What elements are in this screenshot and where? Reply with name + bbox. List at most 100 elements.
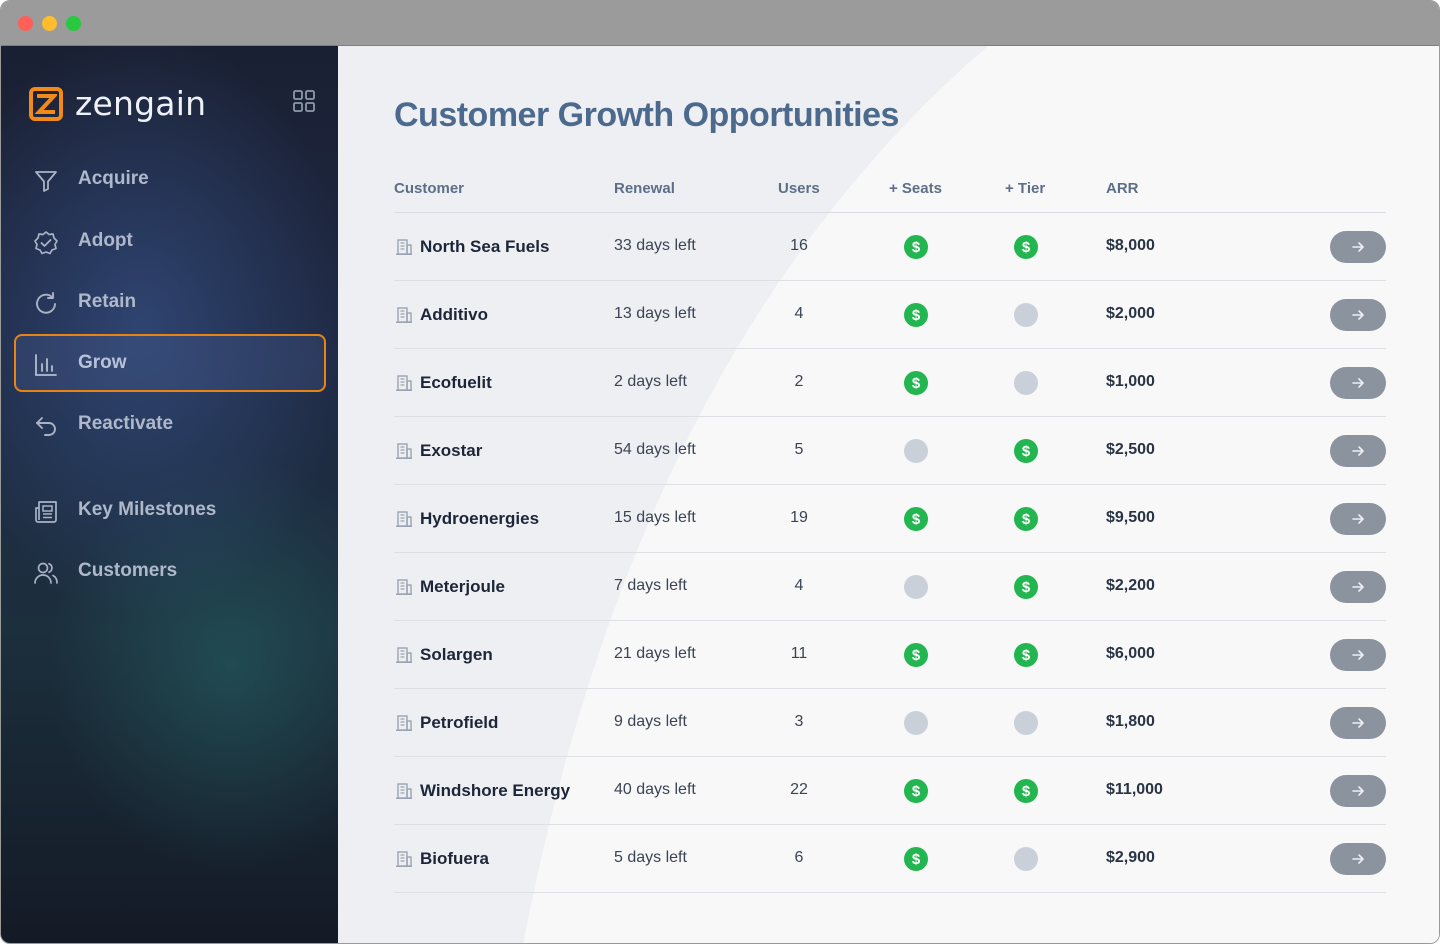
renewal-status: 33 days left — [614, 237, 696, 254]
building-icon — [395, 850, 413, 873]
table-row[interactable]: Ecofuelit 2 days left 2 $ $1,000 — [394, 349, 1386, 417]
close-window-button[interactable] — [18, 16, 33, 31]
customer-name[interactable]: Windshore Energy — [420, 781, 571, 800]
open-customer-button[interactable] — [1330, 571, 1386, 603]
arrow-right-icon — [1351, 308, 1365, 322]
column-header-seats[interactable]: + Seats — [889, 180, 942, 197]
arrow-right-icon — [1351, 240, 1365, 254]
renewal-status: 54 days left — [614, 441, 696, 458]
open-customer-button[interactable] — [1330, 299, 1386, 331]
arr-value: $11,000 — [1106, 781, 1163, 798]
tier-opportunity-dollar-icon: $ — [1014, 235, 1038, 259]
seats-opportunity-dollar-icon: $ — [904, 643, 928, 667]
customer-name[interactable]: Biofuera — [420, 849, 489, 868]
open-customer-button[interactable] — [1330, 775, 1386, 807]
seats-opportunity-dollar-icon: $ — [904, 507, 928, 531]
user-count: 11 — [790, 645, 808, 662]
tier-opportunity-dollar-icon: $ — [1014, 643, 1038, 667]
arrow-right-icon — [1351, 580, 1365, 594]
sidebar-item-key-milestones[interactable]: Key Milestones — [14, 481, 326, 539]
customer-name[interactable]: Meterjoule — [420, 577, 506, 596]
minimize-window-button[interactable] — [42, 16, 57, 31]
sidebar-item-retain[interactable]: Retain — [14, 273, 326, 331]
table-row[interactable]: North Sea Fuels 33 days left 16 $ $ $8,000 — [394, 213, 1386, 281]
seats-opportunity-dollar-icon: $ — [904, 779, 928, 803]
seats-opportunity-dollar-icon: $ — [904, 235, 928, 259]
users-icon — [34, 562, 58, 584]
sidebar-item-label: Retain — [78, 291, 137, 312]
arr-value: $2,000 — [1106, 305, 1155, 322]
user-count: 19 — [790, 509, 808, 526]
arr-value: $1,800 — [1106, 713, 1155, 730]
open-customer-button[interactable] — [1330, 639, 1386, 671]
renewal-status: 40 days left — [614, 781, 696, 798]
column-header-customer[interactable]: Customer — [394, 180, 465, 197]
customer-name[interactable]: Ecofuelit — [420, 373, 492, 392]
sidebar-item-label: Adopt — [78, 230, 133, 251]
brand-logo[interactable]: zengain — [29, 84, 206, 123]
arr-value: $2,200 — [1106, 577, 1155, 594]
sidebar-item-label: Reactivate — [78, 413, 174, 434]
maximize-window-button[interactable] — [66, 16, 81, 31]
customer-name[interactable]: Solargen — [420, 645, 493, 664]
building-icon — [395, 646, 413, 669]
customer-name[interactable]: Additivo — [420, 305, 488, 324]
user-count: 5 — [794, 441, 804, 458]
undo-arrow-icon — [36, 417, 56, 436]
column-header-tier[interactable]: + Tier — [1005, 180, 1046, 197]
open-customer-button[interactable] — [1330, 843, 1386, 875]
arr-value: $6,000 — [1106, 645, 1155, 662]
open-customer-button[interactable] — [1330, 707, 1386, 739]
zengain-logo-icon — [29, 86, 63, 121]
sidebar-item-grow[interactable]: Grow — [14, 334, 326, 392]
sidebar: zengain Acquire Adopt — [1, 46, 338, 943]
table-row[interactable]: Biofuera 5 days left 6 $ $2,900 — [394, 825, 1386, 893]
table-row[interactable]: Hydroenergies 15 days left 19 $ $ $9,500 — [394, 485, 1386, 553]
sidebar-item-customers[interactable]: Customers — [14, 542, 326, 600]
newspaper-icon — [35, 501, 57, 523]
seats-no-opportunity-icon — [904, 575, 928, 599]
building-icon — [395, 374, 413, 397]
customer-name[interactable]: Hydroenergies — [420, 509, 540, 528]
open-customer-button[interactable] — [1330, 367, 1386, 399]
table-row[interactable]: Petrofield 9 days left 3 $1,800 — [394, 689, 1386, 757]
seats-no-opportunity-icon — [904, 439, 928, 463]
open-customer-button[interactable] — [1330, 503, 1386, 535]
building-icon — [395, 578, 413, 601]
sidebar-item-acquire[interactable]: Acquire — [14, 150, 326, 208]
customer-name[interactable]: Exostar — [420, 441, 483, 460]
main-content: Customer Growth Opportunities Customer R… — [338, 46, 1439, 943]
table-row[interactable]: Exostar 54 days left 5 $ $2,500 — [394, 417, 1386, 485]
building-icon — [395, 306, 413, 329]
renewal-status: 7 days left — [614, 577, 687, 594]
sidebar-item-label: Grow — [78, 352, 127, 373]
column-header-users[interactable]: Users — [778, 180, 820, 197]
arr-value: $1,000 — [1106, 373, 1155, 390]
column-header-renewal[interactable]: Renewal — [614, 180, 675, 197]
arrow-right-icon — [1351, 444, 1365, 458]
open-customer-button[interactable] — [1330, 231, 1386, 263]
sidebar-item-label: Acquire — [78, 168, 149, 189]
arrow-right-icon — [1351, 648, 1365, 662]
table-row[interactable]: Meterjoule 7 days left 4 $ $2,200 — [394, 553, 1386, 621]
customer-name[interactable]: Petrofield — [420, 713, 499, 732]
table-body: North Sea Fuels 33 days left 16 $ $ $8,000 Add… — [394, 213, 1386, 893]
app-grid-icon[interactable] — [293, 90, 315, 112]
table-row[interactable]: Additivo 13 days left 4 $ $2,000 — [394, 281, 1386, 349]
open-customer-button[interactable] — [1330, 435, 1386, 467]
arrow-right-icon — [1351, 376, 1365, 390]
background-shape — [523, 46, 1439, 943]
customer-name[interactable]: North Sea Fuels — [420, 237, 550, 256]
sidebar-item-reactivate[interactable]: Reactivate — [14, 395, 326, 453]
table-row[interactable]: Windshore Energy 40 days left 22 $ $ $11,000 — [394, 757, 1386, 825]
tier-opportunity-dollar-icon: $ — [1014, 779, 1038, 803]
seats-opportunity-dollar-icon: $ — [904, 371, 928, 395]
column-header-arr[interactable]: ARR — [1106, 180, 1139, 197]
seats-opportunity-dollar-icon: $ — [904, 847, 928, 871]
table-row[interactable]: Solargen 21 days left 11 $ $ $6,000 — [394, 621, 1386, 689]
sidebar-item-adopt[interactable]: Adopt — [14, 212, 326, 270]
arrow-right-icon — [1351, 784, 1365, 798]
tier-opportunity-dollar-icon: $ — [1014, 439, 1038, 463]
renewal-status: 15 days left — [614, 509, 696, 526]
